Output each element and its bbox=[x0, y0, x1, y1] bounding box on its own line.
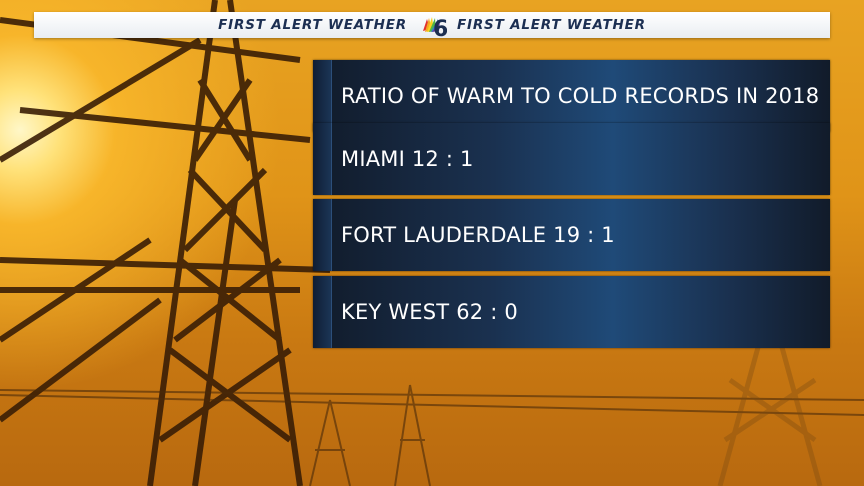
nbc-6-peacock-logo-icon: 6 bbox=[417, 9, 448, 42]
header-right-label: FIRST ALERT WEATHER bbox=[457, 17, 646, 33]
title-text: RATIO OF WARM TO COLD RECORDS IN 2018 bbox=[341, 84, 820, 108]
svg-text:6: 6 bbox=[433, 17, 447, 39]
header-left-label: FIRST ALERT WEATHER bbox=[218, 17, 407, 33]
header-bar: FIRST ALERT WEATHER 6 FIRST ALERT WEATHE… bbox=[34, 9, 830, 42]
record-text-key-west: KEY WEST 62 : 0 bbox=[341, 300, 518, 324]
record-text-fort-lauderdale: FORT LAUDERDALE 19 : 1 bbox=[341, 223, 615, 247]
record-panel-fort-lauderdale: FORT LAUDERDALE 19 : 1 bbox=[313, 199, 830, 271]
record-panel-miami: MIAMI 12 : 1 bbox=[313, 123, 830, 195]
title-panel: RATIO OF WARM TO COLD RECORDS IN 2018 bbox=[313, 60, 830, 132]
record-panel-key-west: KEY WEST 62 : 0 bbox=[313, 276, 830, 348]
record-text-miami: MIAMI 12 : 1 bbox=[341, 147, 474, 171]
